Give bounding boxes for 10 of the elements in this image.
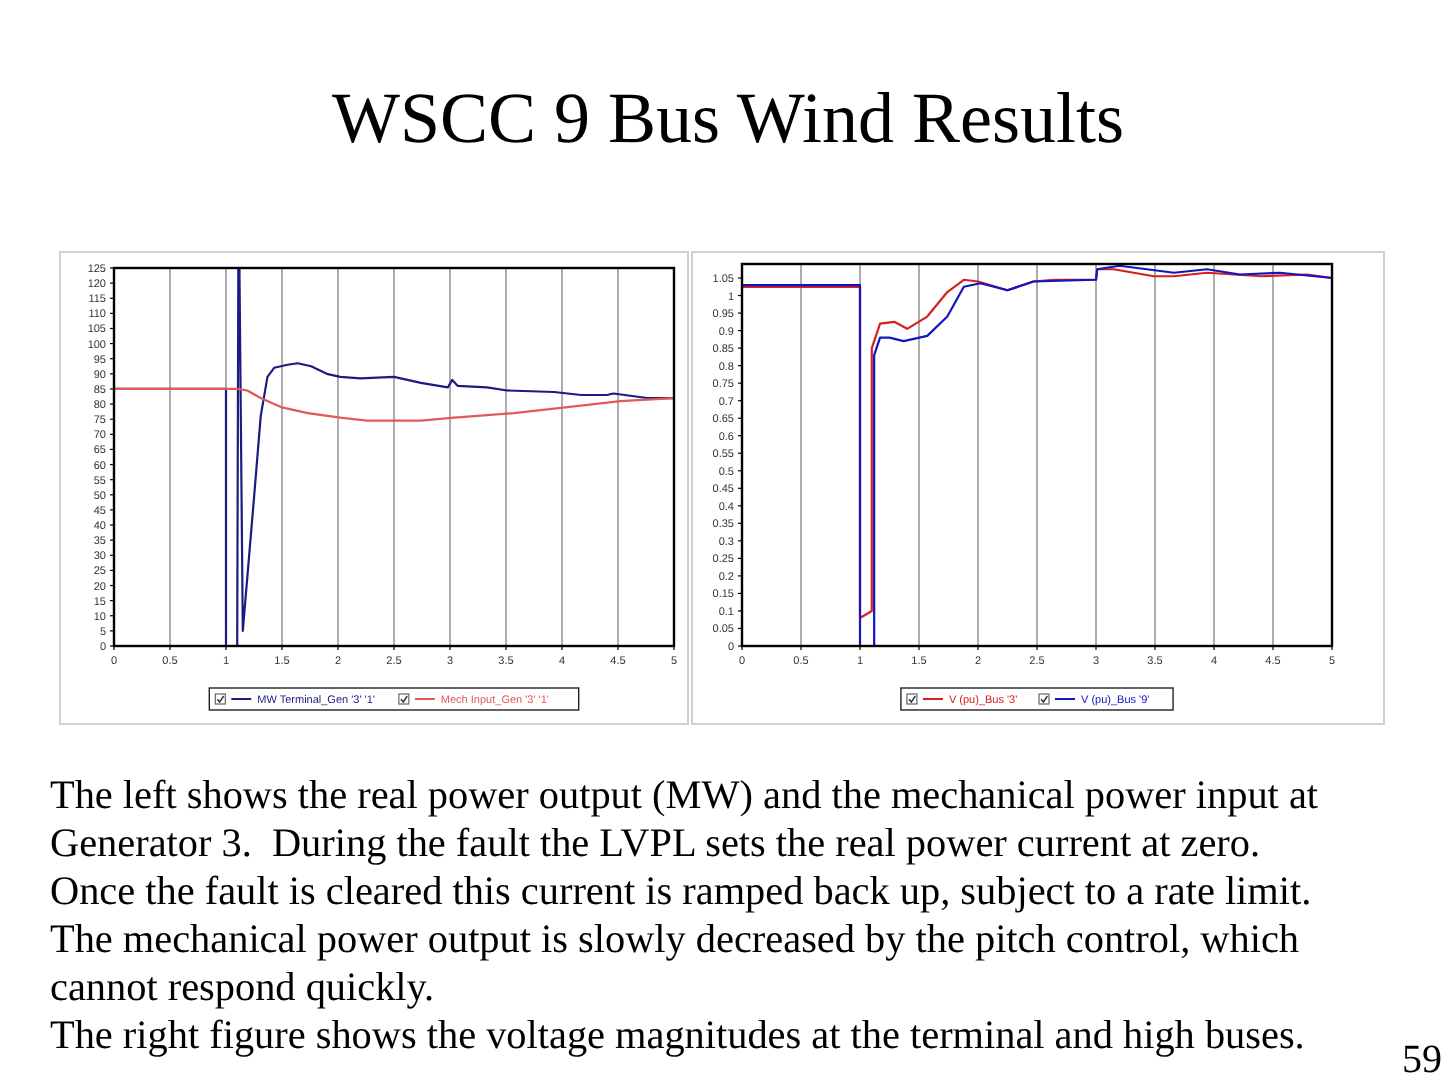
text: 59 <box>1402 1038 1442 1082</box>
text: The mechanical power output is slowly decreased by the pitch control, which <box>50 918 1300 962</box>
line-series <box>112 266 676 648</box>
chart-title: WSCC 9 Bus Wind Results <box>332 78 1124 158</box>
text: The right figure shows the voltage magnitudes at the terminal and high buses. <box>50 1014 1305 1058</box>
line-series <box>112 387 676 422</box>
text: cannot respond quickly. <box>50 966 435 1010</box>
text: Generator 3. During the fault the LVPL sets the real power current at zero. <box>50 822 1261 866</box>
text: Once the fault is cleared this current is ramped back up, subject to a rate limit. <box>50 870 1312 914</box>
text: The left shows the real power output (MW) and the mechanical power input at <box>50 774 1319 818</box>
